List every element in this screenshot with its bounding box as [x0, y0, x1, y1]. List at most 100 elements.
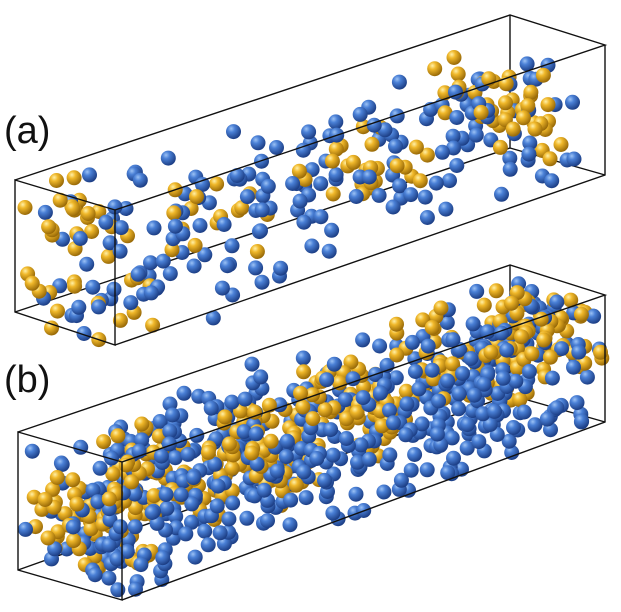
- particle-blue: [260, 513, 275, 529]
- particle-blue: [127, 519, 143, 535]
- particle-blue: [225, 495, 241, 511]
- particle-blue: [239, 189, 255, 205]
- particle-blue: [82, 167, 97, 183]
- particle-gold: [234, 200, 250, 216]
- particle-blue: [372, 338, 388, 354]
- particle-gold: [296, 364, 312, 380]
- particle-blue: [102, 235, 118, 251]
- particle-blue: [296, 214, 312, 230]
- particle-blue: [285, 176, 301, 191]
- particle-blue: [162, 423, 178, 439]
- particle-gold: [523, 84, 539, 100]
- particle-blue: [160, 150, 176, 166]
- particle-gold: [593, 344, 608, 360]
- particle-blue: [304, 238, 320, 254]
- particle-gold: [332, 375, 348, 391]
- particle-gold: [134, 416, 150, 432]
- particle-blue: [47, 541, 63, 557]
- particle-blue: [566, 151, 582, 167]
- particle-gold: [504, 295, 519, 311]
- particle-gold: [221, 436, 237, 452]
- particle-blue: [79, 256, 95, 272]
- particle-blue: [579, 369, 595, 385]
- particle-gold: [446, 50, 462, 65]
- particle-gold: [293, 385, 308, 401]
- particle-blue: [143, 285, 159, 301]
- particle-blue: [382, 402, 397, 418]
- particle-blue: [371, 187, 387, 203]
- particle-blue: [431, 393, 447, 409]
- particle-blue: [465, 316, 481, 332]
- particle-blue: [404, 334, 420, 350]
- particle-gold: [249, 244, 265, 259]
- particle-blue: [348, 189, 364, 204]
- particle-blue: [361, 169, 377, 185]
- particle-blue: [167, 450, 183, 466]
- particle-blue: [549, 400, 565, 416]
- particle-blue: [521, 146, 537, 162]
- particle-blue: [403, 187, 419, 203]
- particle-gold: [187, 237, 203, 253]
- particle-gold: [512, 392, 528, 408]
- particle-blue: [463, 351, 479, 366]
- particle-gold: [209, 176, 225, 192]
- particle-blue: [71, 299, 87, 315]
- particle-blue: [54, 456, 70, 472]
- particle-blue: [321, 243, 337, 259]
- particle-blue: [152, 414, 168, 429]
- particle-blue: [519, 56, 535, 72]
- particle-blue: [279, 433, 295, 449]
- particle-gold: [419, 147, 435, 163]
- particle-blue: [90, 494, 106, 510]
- particle-blue: [107, 199, 123, 215]
- particle-blue: [200, 537, 216, 553]
- particle-gold: [261, 397, 277, 413]
- particle-blue: [224, 238, 240, 254]
- particle-blue: [516, 404, 532, 420]
- particle-blue: [319, 372, 335, 388]
- particle-blue: [440, 373, 455, 389]
- particle-blue: [296, 464, 312, 480]
- particle-blue: [376, 484, 392, 500]
- particle-blue: [153, 448, 169, 464]
- particle-blue: [301, 124, 317, 140]
- particle-blue: [355, 332, 371, 348]
- particle-blue: [184, 514, 199, 530]
- particle-blue: [162, 266, 178, 282]
- particle-blue: [506, 420, 521, 435]
- particle-blue: [385, 415, 401, 431]
- particle-gold: [505, 121, 521, 137]
- particle-blue: [72, 231, 88, 246]
- particle-blue: [192, 218, 208, 233]
- particle-blue: [460, 417, 475, 433]
- particle-gold: [476, 297, 492, 313]
- particle-blue: [495, 370, 511, 386]
- particle-gold: [433, 300, 449, 316]
- particles: [17, 50, 582, 348]
- particle-blue: [165, 407, 180, 423]
- particle-blue: [482, 417, 498, 432]
- particle-gold: [389, 158, 405, 174]
- particle-blue: [210, 478, 226, 494]
- particle-gold: [514, 329, 529, 345]
- particle-blue: [144, 505, 160, 520]
- particle-blue: [446, 450, 461, 466]
- particle-gold: [553, 137, 569, 152]
- particle-gold: [41, 219, 57, 235]
- particle-blue: [468, 127, 484, 143]
- particle-gold: [17, 200, 33, 215]
- particle-blue: [499, 342, 515, 358]
- particle-blue: [471, 434, 487, 450]
- particle-blue: [504, 445, 520, 460]
- particle-blue: [466, 387, 482, 403]
- particle-blue: [309, 451, 325, 466]
- particle-blue: [212, 525, 228, 541]
- box-front-edges: [17, 264, 608, 601]
- particle-gold: [450, 66, 466, 82]
- particle-blue: [325, 505, 341, 521]
- particle-blue: [24, 443, 40, 459]
- particle-blue: [37, 204, 53, 220]
- particle-blue: [76, 326, 92, 341]
- particle-gold: [49, 470, 65, 485]
- particle-blue: [355, 390, 371, 406]
